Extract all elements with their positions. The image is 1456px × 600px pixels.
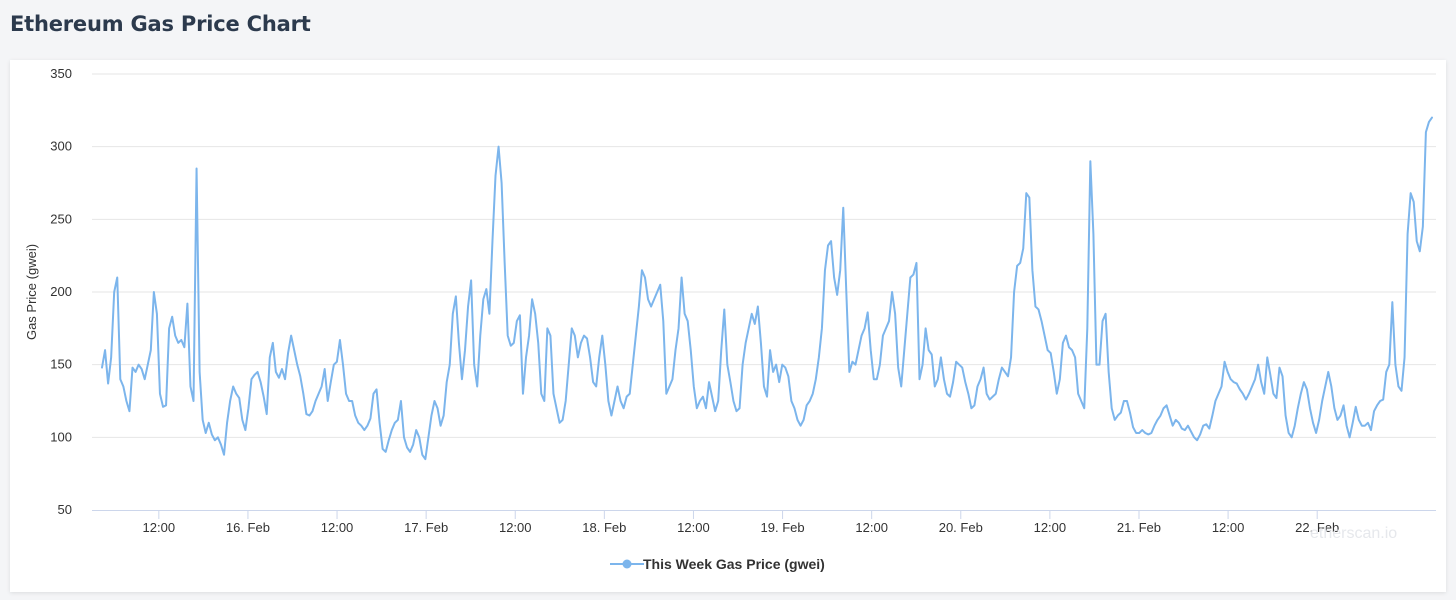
x-tick-label: 12:00 [1212,520,1245,535]
gas-price-chart: 50 100 150 200 250 300 350 12:00 16. Feb 12:00 17… [24,66,1436,572]
y-axis-ticks: 50 100 150 200 250 300 350 [50,66,72,517]
x-tick-label: 17. Feb [404,520,448,535]
grid-lines [92,73,1436,438]
x-axis: 12:00 16. Feb 12:00 17. Feb 12:00 18. Feb 12:0… [92,510,1436,535]
chart-card: 50 100 150 200 250 300 350 12:00 16. Feb 12:00 17… [10,60,1446,592]
x-tick-label: 18. Feb [582,520,626,535]
page-title: Ethereum Gas Price Chart [10,12,311,36]
watermark: etherscan.io [1310,525,1397,542]
legend-label[interactable]: This Week Gas Price (gwei) [643,556,825,572]
y-tick-label: 150 [50,357,72,372]
legend-marker [622,559,632,569]
series-line[interactable] [101,116,1433,461]
y-tick-label: 250 [50,211,72,226]
legend[interactable]: This Week Gas Price (gwei) [610,556,825,572]
x-tick-label: 12:00 [143,520,176,535]
x-tick-label: 22. Feb [1295,520,1339,535]
y-axis-label: Gas Price (gwei) [24,244,39,340]
y-tick-label: 50 [58,502,72,517]
x-tick-label: 12:00 [499,520,532,535]
x-tick-label: 20. Feb [939,520,983,535]
y-tick-label: 300 [50,139,72,154]
x-tick-label: 12:00 [1034,520,1067,535]
y-tick-label: 100 [50,429,72,444]
series-layer [101,116,1433,461]
x-tick-label: 21. Feb [1117,520,1161,535]
x-tick-label: 12:00 [677,520,710,535]
x-tick-label: 12:00 [855,520,888,535]
y-tick-label: 350 [50,66,72,81]
x-tick-label: 19. Feb [761,520,805,535]
x-tick-label: 12:00 [321,520,354,535]
x-tick-label: 16. Feb [226,520,270,535]
y-tick-label: 200 [50,284,72,299]
